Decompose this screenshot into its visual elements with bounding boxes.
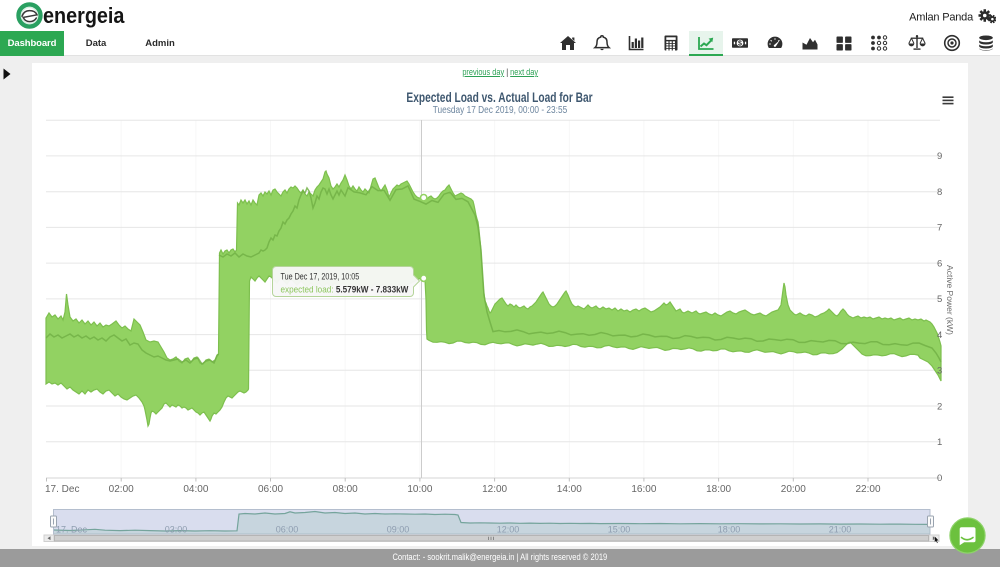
svg-text:8: 8 (937, 187, 942, 198)
svg-text:Active Power (kW): Active Power (kW) (945, 265, 955, 335)
svg-text:18:00: 18:00 (718, 525, 741, 535)
svg-text:08:00: 08:00 (333, 484, 358, 495)
svg-text:12:00: 12:00 (497, 525, 520, 535)
svg-text:0: 0 (937, 473, 942, 484)
svg-text:1: 1 (937, 437, 942, 448)
svg-text:Tue Dec 17, 2019, 10:05: Tue Dec 17, 2019, 10:05 (281, 272, 360, 282)
svg-text:10:00: 10:00 (407, 484, 432, 495)
svg-text:06:00: 06:00 (258, 484, 283, 495)
svg-text:4: 4 (937, 330, 942, 341)
svg-text:03:00: 03:00 (165, 525, 188, 535)
svg-text:9: 9 (937, 151, 942, 162)
svg-text:17. Dec: 17. Dec (45, 484, 79, 495)
svg-text:04:00: 04:00 (183, 484, 208, 495)
svg-text:$: $ (738, 41, 742, 48)
svg-text:18:00: 18:00 (706, 484, 731, 495)
svg-text:22:00: 22:00 (855, 484, 880, 495)
svg-text:09:00: 09:00 (387, 525, 410, 535)
svg-text:21:00: 21:00 (829, 525, 852, 535)
svg-text:15:00: 15:00 (608, 525, 631, 535)
svg-text:02:00: 02:00 (109, 484, 134, 495)
svg-text:3: 3 (937, 366, 942, 377)
svg-text:14:00: 14:00 (557, 484, 582, 495)
svg-text:7: 7 (937, 223, 942, 234)
svg-text:expected load: 5.579kW - 7.833: expected load: 5.579kW - 7.833kW (281, 284, 409, 295)
svg-text:12:00: 12:00 (482, 484, 507, 495)
svg-text:5: 5 (937, 294, 942, 305)
svg-text:6: 6 (937, 258, 942, 269)
svg-text:2: 2 (937, 401, 942, 412)
svg-text:06:00: 06:00 (276, 525, 299, 535)
svg-text:20:00: 20:00 (781, 484, 806, 495)
svg-text:17. Dec: 17. Dec (56, 525, 88, 535)
svg-text:16:00: 16:00 (631, 484, 656, 495)
